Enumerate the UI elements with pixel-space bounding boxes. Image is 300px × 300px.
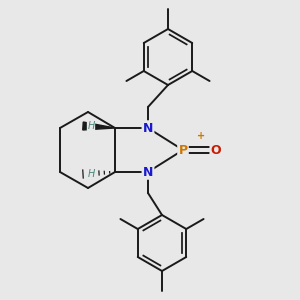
Text: H: H <box>87 121 95 131</box>
Text: H: H <box>87 169 95 179</box>
Text: N: N <box>143 166 153 178</box>
Text: O: O <box>211 143 221 157</box>
Text: N: N <box>143 122 153 134</box>
Text: +: + <box>197 131 205 141</box>
Polygon shape <box>83 122 115 130</box>
Text: P: P <box>178 143 188 157</box>
